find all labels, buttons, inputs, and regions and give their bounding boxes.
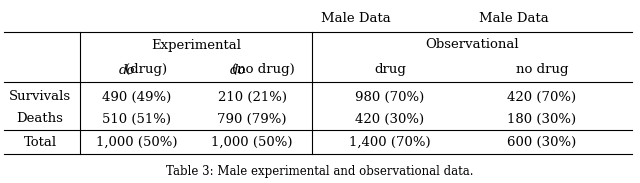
Text: 510 (51%): 510 (51%) — [102, 113, 172, 126]
Text: Experimental: Experimental — [151, 38, 241, 51]
Text: 210 (21%): 210 (21%) — [218, 91, 287, 104]
Text: Table 3: Male experimental and observational data.: Table 3: Male experimental and observati… — [166, 165, 474, 178]
Text: 1,400 (70%): 1,400 (70%) — [349, 135, 431, 148]
Text: Male Data: Male Data — [479, 12, 549, 25]
Text: 1,000 (50%): 1,000 (50%) — [211, 135, 292, 148]
Text: 600 (30%): 600 (30%) — [508, 135, 577, 148]
Text: 180 (30%): 180 (30%) — [508, 113, 577, 126]
Text: drug: drug — [374, 64, 406, 76]
Text: Male Data: Male Data — [321, 12, 391, 25]
Text: 420 (70%): 420 (70%) — [508, 91, 577, 104]
Text: do: do — [119, 64, 135, 76]
Text: 490 (49%): 490 (49%) — [102, 91, 172, 104]
Text: (drug): (drug) — [125, 64, 167, 76]
Text: 420 (30%): 420 (30%) — [355, 113, 424, 126]
Text: 980 (70%): 980 (70%) — [355, 91, 424, 104]
Text: Survivals: Survivals — [9, 91, 71, 104]
Text: (no drug): (no drug) — [232, 64, 294, 76]
Text: 790 (79%): 790 (79%) — [217, 113, 287, 126]
Text: do: do — [230, 64, 246, 76]
Text: 1,000 (50%): 1,000 (50%) — [96, 135, 178, 148]
Text: Total: Total — [24, 135, 56, 148]
Text: Deaths: Deaths — [17, 113, 63, 126]
Text: no drug: no drug — [516, 64, 568, 76]
Text: Observational: Observational — [425, 38, 519, 51]
